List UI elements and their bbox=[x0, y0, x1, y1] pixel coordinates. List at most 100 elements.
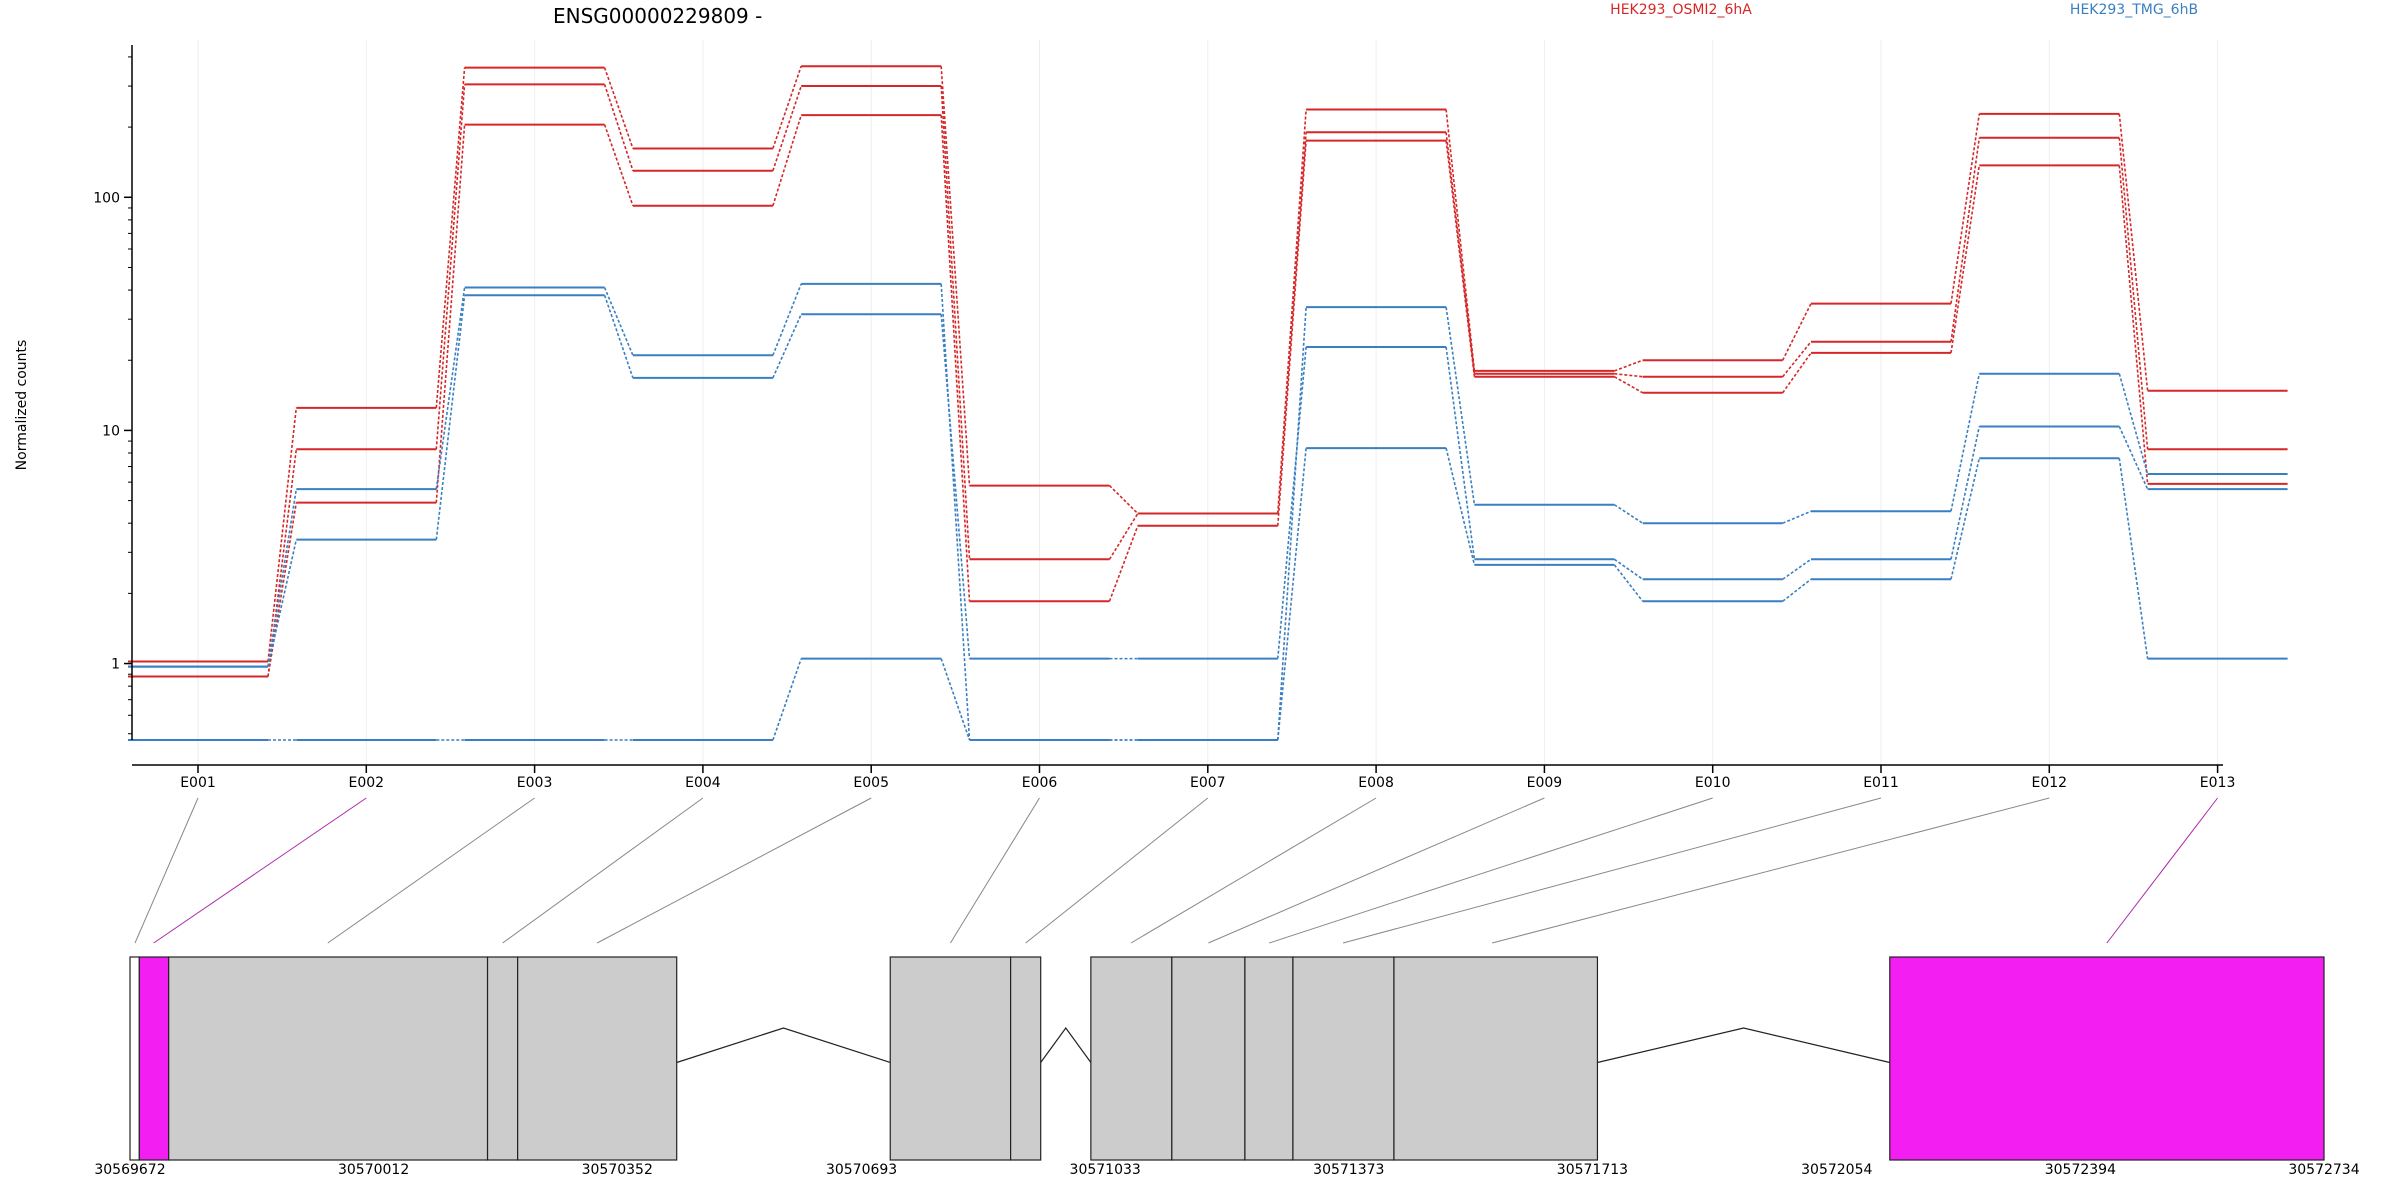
series-transition bbox=[1277, 132, 1307, 514]
coordinate-label: 30572734 bbox=[2288, 1162, 2359, 1178]
connector-E011 bbox=[1342, 797, 1882, 944]
series-transition bbox=[2118, 373, 2149, 475]
x-gridlines bbox=[197, 40, 2219, 765]
connector-E009 bbox=[1208, 797, 1545, 944]
connector-E004 bbox=[502, 797, 704, 944]
series-transition bbox=[1277, 346, 1307, 659]
connector-E006 bbox=[949, 797, 1040, 944]
series-transition bbox=[1781, 303, 1812, 361]
x-tick-label-E005: E005 bbox=[853, 775, 889, 791]
exon-box bbox=[129, 956, 140, 1161]
connector-E012 bbox=[1491, 797, 2050, 944]
exon-box bbox=[168, 956, 489, 1161]
series-transition bbox=[1950, 458, 1981, 580]
y-tick-label: 100 bbox=[93, 190, 120, 206]
x-tick-label-E013: E013 bbox=[2200, 775, 2236, 791]
series-transition bbox=[2118, 458, 2149, 659]
series-transition bbox=[1782, 341, 1812, 378]
connector-E007 bbox=[1025, 797, 1209, 944]
legend-entry-osmi2: HEK293_OSMI2_6hA bbox=[1610, 2, 1752, 18]
coordinate-label: 30569672 bbox=[94, 1162, 165, 1178]
series-transition bbox=[940, 115, 971, 602]
coordinate-label: 30572054 bbox=[1801, 1162, 1872, 1178]
series-transition bbox=[1782, 578, 1812, 602]
series-transition bbox=[1445, 346, 1476, 560]
series-lines bbox=[128, 65, 2288, 741]
connector-E010 bbox=[1269, 797, 1713, 944]
x-tick-label-E008: E008 bbox=[1358, 775, 1394, 791]
exon-box bbox=[1010, 956, 1042, 1161]
exon-box bbox=[517, 956, 678, 1161]
series-transition bbox=[435, 84, 466, 450]
series-4 bbox=[128, 282, 2288, 741]
connector-E001 bbox=[134, 797, 199, 944]
series-transition bbox=[772, 65, 802, 149]
series-transition bbox=[1108, 485, 1139, 515]
series-transition bbox=[603, 84, 634, 171]
exon-box bbox=[1090, 956, 1173, 1161]
exon-box bbox=[1889, 956, 2325, 1161]
series-transition bbox=[772, 283, 802, 356]
series-transition bbox=[603, 287, 634, 356]
series-transition bbox=[1782, 352, 1812, 394]
series-transition bbox=[1277, 447, 1307, 741]
coordinate-label: 30570693 bbox=[826, 1162, 897, 1178]
series-transition bbox=[603, 294, 634, 379]
exon-box bbox=[486, 956, 519, 1161]
series-transition bbox=[435, 67, 466, 408]
series-transition bbox=[1950, 426, 1981, 560]
coordinate-label: 30571713 bbox=[1557, 1162, 1628, 1178]
coordinate-label: 30570012 bbox=[338, 1162, 409, 1178]
series-5 bbox=[128, 294, 2288, 668]
series-transition bbox=[1445, 447, 1476, 566]
exon-box bbox=[1292, 956, 1395, 1161]
connector-E002 bbox=[153, 797, 367, 944]
intron-line bbox=[676, 1027, 891, 1064]
series-transition bbox=[1445, 306, 1476, 505]
x-tick-label-E007: E007 bbox=[1190, 775, 1226, 791]
intron-line bbox=[1040, 1026, 1092, 1063]
text-layer: ENSG00000229809 - HEK293_OSMI2_6hA HEK29… bbox=[14, 2, 2198, 470]
series-transition bbox=[940, 283, 971, 741]
series-transition bbox=[603, 124, 634, 206]
series-transition bbox=[267, 449, 298, 677]
series-transition bbox=[2118, 165, 2149, 484]
coordinate-label: 30571373 bbox=[1313, 1162, 1384, 1178]
x-tick-label-E002: E002 bbox=[349, 775, 385, 791]
series-transition bbox=[1277, 307, 1307, 741]
gene-model: 30569672 30570012 30570352 30570693 30571033… bbox=[94, 956, 2360, 1178]
x-tick-label-E006: E006 bbox=[1022, 775, 1058, 791]
exon-box bbox=[1171, 956, 1246, 1161]
series-transition bbox=[1445, 132, 1476, 374]
coordinate-label: 30571033 bbox=[1070, 1162, 1141, 1178]
connector-E013 bbox=[2106, 797, 2218, 944]
y-tick-label: 10 bbox=[102, 423, 120, 439]
series-transition bbox=[267, 407, 298, 662]
exon-box bbox=[889, 956, 1012, 1161]
y-tick-label: 1 bbox=[111, 657, 120, 673]
series-transition bbox=[2118, 113, 2149, 391]
series-transition bbox=[940, 314, 971, 659]
exon-box bbox=[138, 956, 170, 1161]
chart-title: ENSG00000229809 - bbox=[553, 4, 762, 28]
connector-E005 bbox=[596, 797, 872, 944]
series-transition bbox=[1782, 558, 1812, 580]
series-transition bbox=[1613, 558, 1644, 580]
series-transition bbox=[940, 658, 971, 741]
series-transition bbox=[1950, 113, 1981, 304]
y-axis-label: Normalized counts bbox=[14, 340, 30, 471]
series-6 bbox=[128, 447, 2288, 741]
series-transition bbox=[1277, 140, 1307, 526]
series-transition bbox=[772, 114, 802, 206]
series-transition bbox=[1950, 373, 1981, 512]
legend-entry-tmg: HEK293_TMG_6hB bbox=[2070, 2, 2198, 18]
series-transition bbox=[1950, 165, 1981, 354]
series-transition bbox=[1108, 513, 1139, 560]
series-transition bbox=[1950, 137, 1981, 342]
series-transition bbox=[267, 539, 298, 667]
intron-line bbox=[1597, 1027, 1890, 1064]
series-transition bbox=[1782, 510, 1812, 524]
series-transition bbox=[1614, 372, 1643, 378]
series-transition bbox=[267, 489, 298, 667]
